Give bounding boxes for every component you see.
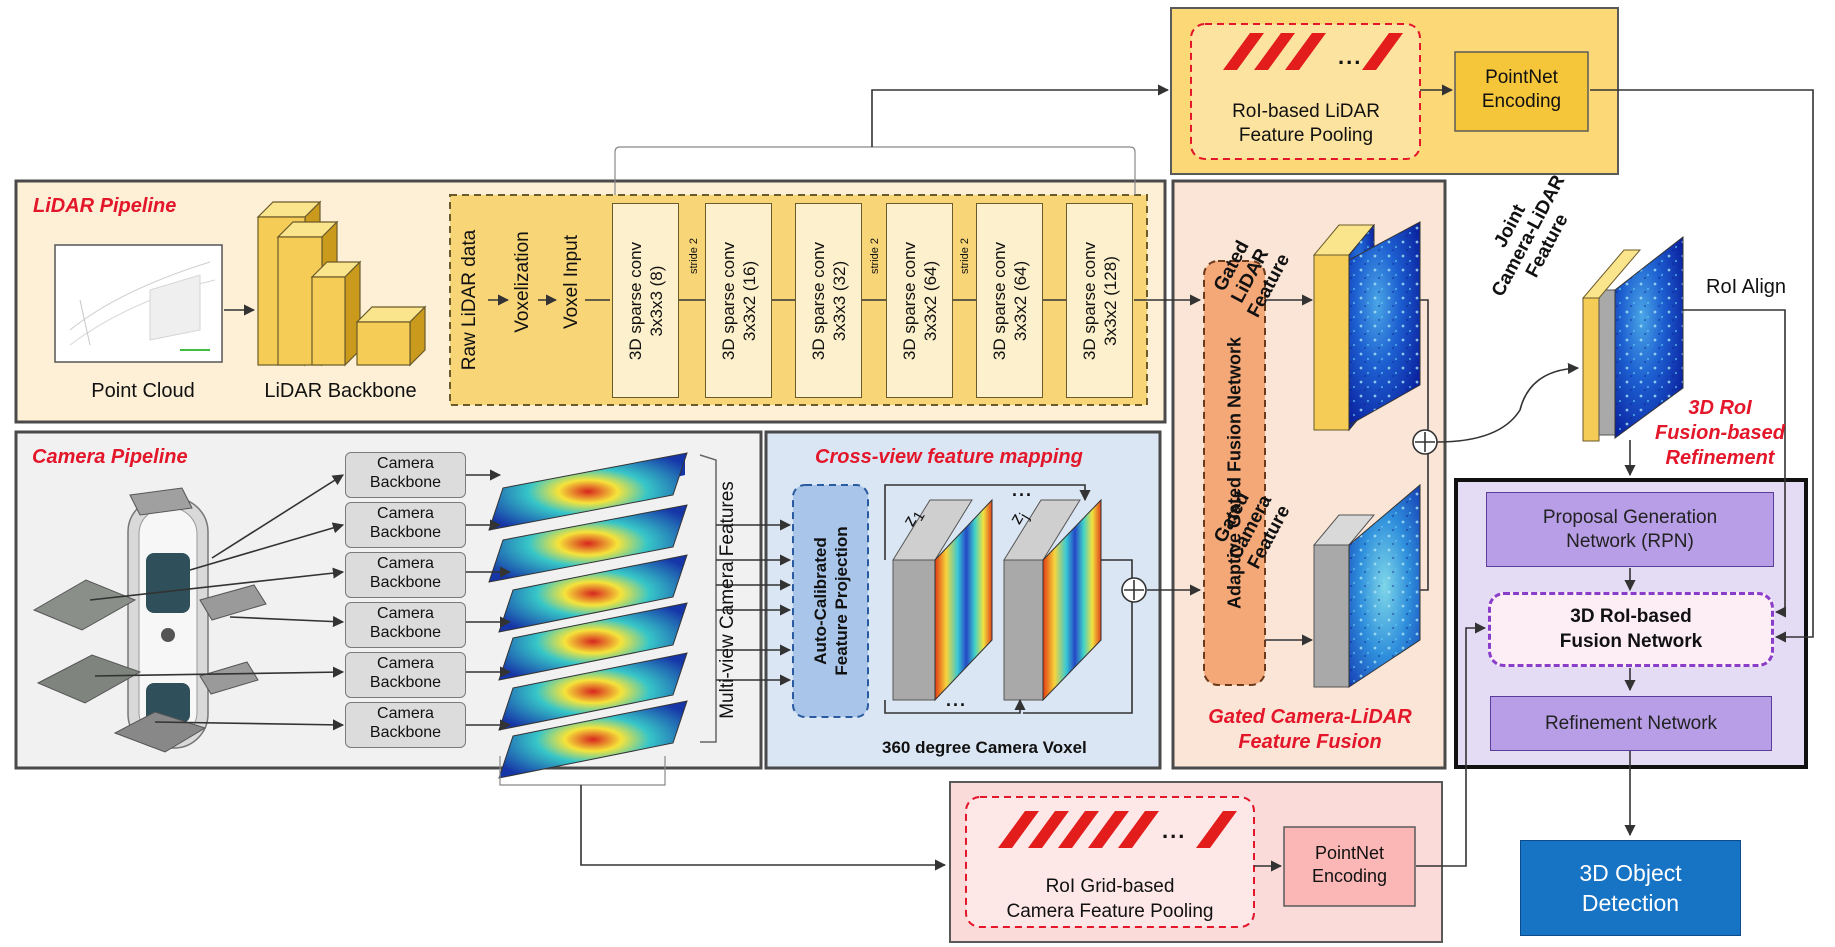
sum-operator-fusion (1412, 429, 1438, 455)
sparse-conv-4-line2: 3x3x2 (64) (921, 260, 940, 342)
voxel-bottom-ellipsis: ... (946, 690, 968, 710)
camera-voxel-label: 360 degree Camera Voxel (882, 738, 1087, 757)
camera-backbone-5: Camera Backbone (345, 652, 466, 698)
camera-voxel-slab-2 (1003, 498, 1102, 702)
voxel-top-ellipsis: ... (1012, 480, 1034, 500)
vehicle-surround-view-image (32, 487, 267, 753)
sparse-conv-6-line2: 3x3x2 (128) (1101, 256, 1120, 346)
fusion-network-box (1488, 592, 1774, 667)
camera-pipeline-title: Camera Pipeline (32, 446, 188, 468)
cross-view-title: Cross-view feature mapping (815, 446, 1083, 468)
adaptive-gated-fusion-label: Adaptive Gated Fusion Network (1224, 336, 1245, 610)
roi-lidar-bars-icon (1223, 33, 1403, 70)
camera-backbone-2: Camera Backbone (345, 502, 466, 548)
roi-align-label: RoI Align (1706, 276, 1787, 298)
sparse-conv-1-line1: 3D sparse conv (626, 241, 645, 361)
heatmap-1 (488, 452, 688, 531)
roi-lidar-pooling-label: RoI-based LiDAR Feature Pooling (1232, 101, 1380, 146)
camera-backbone-3: Camera Backbone (345, 552, 466, 598)
pointnet-encoding-camera-label: PointNet Encoding (1311, 843, 1388, 886)
lidar-backbone-label: LiDAR Backbone (264, 380, 417, 402)
pointnet-encoding-lidar-label: PointNet Encoding (1481, 67, 1562, 112)
sparse-conv-4: 3D sparse conv 3x3x2 (64) (886, 203, 953, 398)
sparse-conv-3: 3D sparse conv 3x3x3 (32) (795, 203, 862, 398)
camera-voxel-slab-1 (892, 498, 993, 702)
joint-feature-cube (1581, 235, 1684, 442)
pointnet-encoding-lidar-box (1454, 51, 1589, 132)
roi-camera-bars-icon (998, 811, 1237, 848)
adaptive-gated-fusion-box (1203, 260, 1266, 686)
voxel-input-label: Voxel Input (561, 234, 582, 330)
point-cloud-image (54, 244, 223, 363)
sparse-conv-2-line1: 3D sparse conv (719, 241, 738, 361)
heatmaps-bottom-bracket (499, 756, 666, 786)
stride-label-1: stride 2 (688, 237, 700, 275)
auto-calibrated-projection-box (792, 484, 869, 718)
auto-calibrated-projection-label: Auto-Calibrated Feature Projection (811, 526, 851, 676)
pointnet-encoding-camera-box (1283, 826, 1416, 907)
heatmap-5 (498, 652, 688, 731)
sparse-conv-6-line1: 3D sparse conv (1080, 241, 1099, 361)
sparse-conv-3-line2: 3x3x3 (32) (830, 260, 849, 342)
lidar-pipeline-title: LiDAR Pipeline (33, 195, 177, 217)
fusion-network-label: 3D RoI-based Fusion Network (1559, 606, 1703, 652)
rpn-box: Proposal Generation Network (RPN) (1486, 492, 1774, 567)
sparse-conv-4-line1: 3D sparse conv (900, 241, 919, 361)
roi-camera-dashed-box (965, 796, 1255, 928)
lidar-backbone-blocks (256, 200, 427, 367)
stride-label-3: stride 2 (959, 237, 971, 275)
refinement-network-box: Refinement Network (1490, 696, 1772, 751)
sparse-conv-5-line2: 3x3x2 (64) (1011, 260, 1030, 342)
multi-view-camera-features-label: Multi-view Camera Features (717, 481, 738, 719)
roi-camera-pooling-label: RoI Grid-based Camera Feature Pooling (1006, 876, 1214, 922)
sparse-conv-1-line2: 3x3x3 (8) (647, 265, 666, 337)
multi-view-heatmaps (488, 452, 688, 779)
heatmap-6 (498, 700, 688, 779)
sparse-conv-5-line1: 3D sparse conv (990, 241, 1009, 361)
camera-backbone-4: Camera Backbone (345, 602, 466, 648)
raw-lidar-data-label: Raw LiDAR data (459, 229, 480, 371)
sparse-conv-2-line2: 3x3x2 (16) (740, 260, 759, 342)
voxelization-label: Voxelization (512, 231, 533, 333)
heatmap-4 (498, 602, 688, 681)
roi-lidar-dashed-box (1190, 23, 1421, 160)
gated-camera-feature-cube (1312, 483, 1421, 688)
refinement-title: 3D RoI Fusion-based Refinement (1654, 397, 1785, 469)
conv-top-bracket (614, 146, 1136, 195)
camera-backbone-1: Camera Backbone (345, 452, 466, 498)
roi-lidar-ellipsis: ... (1338, 44, 1363, 69)
gated-lidar-feature-cube (1312, 221, 1421, 432)
sparse-conv-6: 3D sparse conv 3x3x2 (128) (1066, 203, 1133, 398)
heatmaps-bracket (699, 454, 717, 743)
sparse-conv-3-line1: 3D sparse conv (809, 241, 828, 361)
connectors (89, 84, 1814, 872)
stride-label-2: stride 2 (869, 237, 881, 275)
sum-operator-camera (1121, 577, 1147, 603)
gated-fusion-title: Gated Camera-LiDAR Feature Fusion (1208, 706, 1412, 753)
heatmap-2 (488, 504, 688, 583)
sparse-conv-5: 3D sparse conv 3x3x2 (64) (976, 203, 1043, 398)
point-cloud-label: Point Cloud (91, 380, 195, 402)
roi-camera-ellipsis: ... (1162, 818, 1187, 843)
sparse-conv-2: 3D sparse conv 3x3x2 (16) (705, 203, 772, 398)
camera-backbone-6: Camera Backbone (345, 702, 466, 748)
3d-object-detection-output: 3D Object Detection (1520, 840, 1741, 936)
sparse-conv-1: 3D sparse conv 3x3x3 (8) (612, 203, 679, 398)
